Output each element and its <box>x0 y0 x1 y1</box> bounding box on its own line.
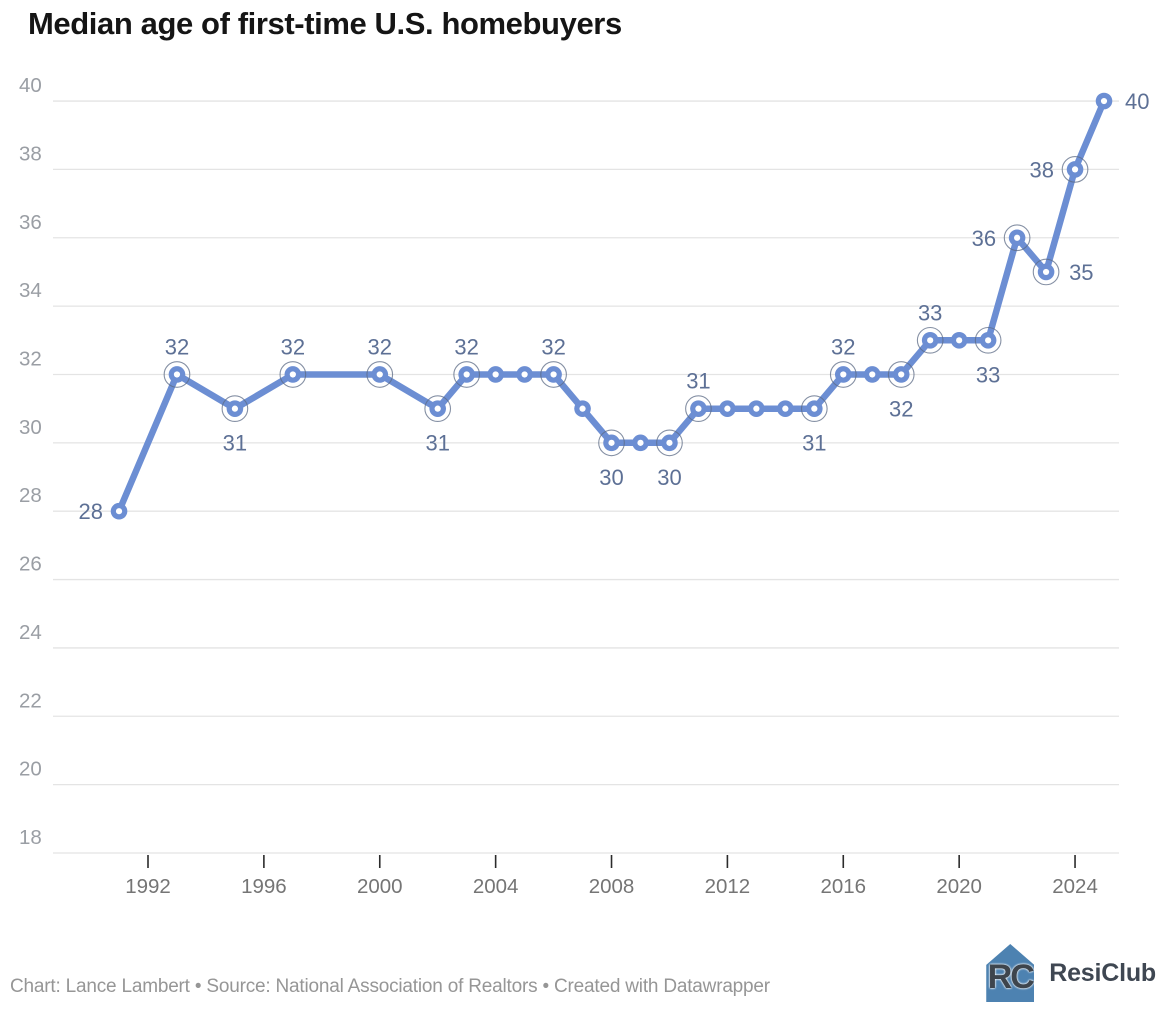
x-tick-label: 2008 <box>589 875 635 898</box>
data-label: 32 <box>889 396 913 421</box>
data-point-ring <box>887 361 915 388</box>
resiclub-logo: RC ResiClub <box>981 942 1156 1004</box>
x-tick-label: 1996 <box>241 875 287 898</box>
data-point-center <box>579 405 586 412</box>
data-point-center <box>811 405 818 412</box>
chart-title: Median age of first-time U.S. homebuyers <box>28 6 622 41</box>
x-tick-label: 2016 <box>820 875 866 898</box>
data-point-center <box>1071 166 1079 173</box>
data-label: 31 <box>686 369 710 394</box>
data-point-center <box>434 405 441 412</box>
x-tick-label: 2012 <box>705 875 751 898</box>
data-point-ring <box>1003 224 1031 252</box>
y-tick-label: 32 <box>19 347 42 370</box>
x-tick-label: 2000 <box>357 875 403 898</box>
y-tick-label: 38 <box>19 142 42 165</box>
data-label: 38 <box>1030 157 1054 182</box>
data-point-center <box>1014 234 1021 241</box>
data-point-ring <box>656 429 683 457</box>
data-point-center <box>840 371 847 378</box>
data-label: 32 <box>454 334 478 359</box>
data-point-center <box>869 371 876 378</box>
y-tick-label: 18 <box>19 826 42 849</box>
data-label: 32 <box>281 334 305 359</box>
data-point-center <box>173 371 181 378</box>
y-tick-label: 24 <box>19 621 42 644</box>
data-point-center <box>376 371 383 378</box>
data-point-ring <box>829 361 857 388</box>
credit-line: Chart: Lance Lambert • Source: National … <box>10 976 770 997</box>
data-point-center <box>985 337 992 344</box>
data-label: 31 <box>223 431 247 456</box>
data-point-ring <box>163 361 191 388</box>
data-point-center <box>289 371 296 378</box>
y-tick-label: 26 <box>19 553 42 576</box>
data-label: 28 <box>79 499 103 524</box>
y-tick-label: 28 <box>19 484 42 507</box>
data-label: 40 <box>1125 89 1149 114</box>
data-point-center <box>115 508 123 515</box>
chart-footer: Chart: Lance Lambert • Source: National … <box>0 940 1170 1012</box>
data-label: 33 <box>918 300 942 325</box>
y-tick-label: 20 <box>19 758 42 781</box>
data-point-ring <box>424 395 452 423</box>
y-tick-label: 30 <box>19 416 42 439</box>
data-point-center <box>666 439 673 446</box>
x-tick-label: 1992 <box>125 875 171 898</box>
data-point-center <box>231 405 239 412</box>
data-point-center <box>695 405 702 412</box>
data-point-center <box>927 337 934 344</box>
data-point-center <box>550 371 557 378</box>
data-point-ring <box>598 429 625 457</box>
data-point-ring <box>685 395 712 423</box>
y-tick-label: 40 <box>19 74 42 97</box>
data-point-ring <box>800 395 828 423</box>
resiclub-wordmark: ResiClub <box>1049 958 1156 987</box>
data-point-ring <box>279 361 307 388</box>
data-point-ring <box>453 361 481 388</box>
y-tick-label: 36 <box>19 211 42 234</box>
data-point-ring <box>221 395 249 423</box>
data-label: 31 <box>425 431 449 456</box>
data-point-ring <box>540 361 567 388</box>
data-point-ring <box>916 326 944 354</box>
data-point-center <box>463 371 470 378</box>
data-point-ring <box>974 326 1002 354</box>
x-tick-label: 2004 <box>473 875 519 898</box>
data-label: 31 <box>802 431 826 456</box>
data-point-ring <box>1061 156 1089 183</box>
data-point-ring <box>366 361 394 388</box>
resiclub-monogram: RC <box>987 958 1035 996</box>
data-label: 32 <box>165 334 189 359</box>
resiclub-house-icon: RC <box>981 942 1039 1004</box>
data-point-center <box>1100 97 1108 105</box>
data-point-center <box>956 337 963 344</box>
data-label: 30 <box>657 465 681 490</box>
x-tick-label: 2020 <box>936 875 982 898</box>
data-point-center <box>898 371 905 378</box>
data-point-center <box>637 439 644 446</box>
data-label: 32 <box>831 334 855 359</box>
data-point-center <box>724 405 731 412</box>
data-point-center <box>492 371 499 378</box>
data-point-ring <box>1032 258 1060 286</box>
y-tick-label: 22 <box>19 689 42 712</box>
data-point-center <box>782 405 789 412</box>
data-point-center <box>1042 268 1050 276</box>
data-point-center <box>521 371 528 378</box>
data-point-center <box>608 439 615 446</box>
data-label: 36 <box>972 226 996 251</box>
data-label: 30 <box>599 465 623 490</box>
data-point-center <box>753 405 760 412</box>
data-label: 35 <box>1069 260 1093 285</box>
x-tick-label: 2024 <box>1052 875 1098 898</box>
data-label: 32 <box>541 334 565 359</box>
data-label: 33 <box>976 362 1000 387</box>
data-label: 32 <box>368 334 392 359</box>
y-tick-label: 34 <box>19 279 42 302</box>
